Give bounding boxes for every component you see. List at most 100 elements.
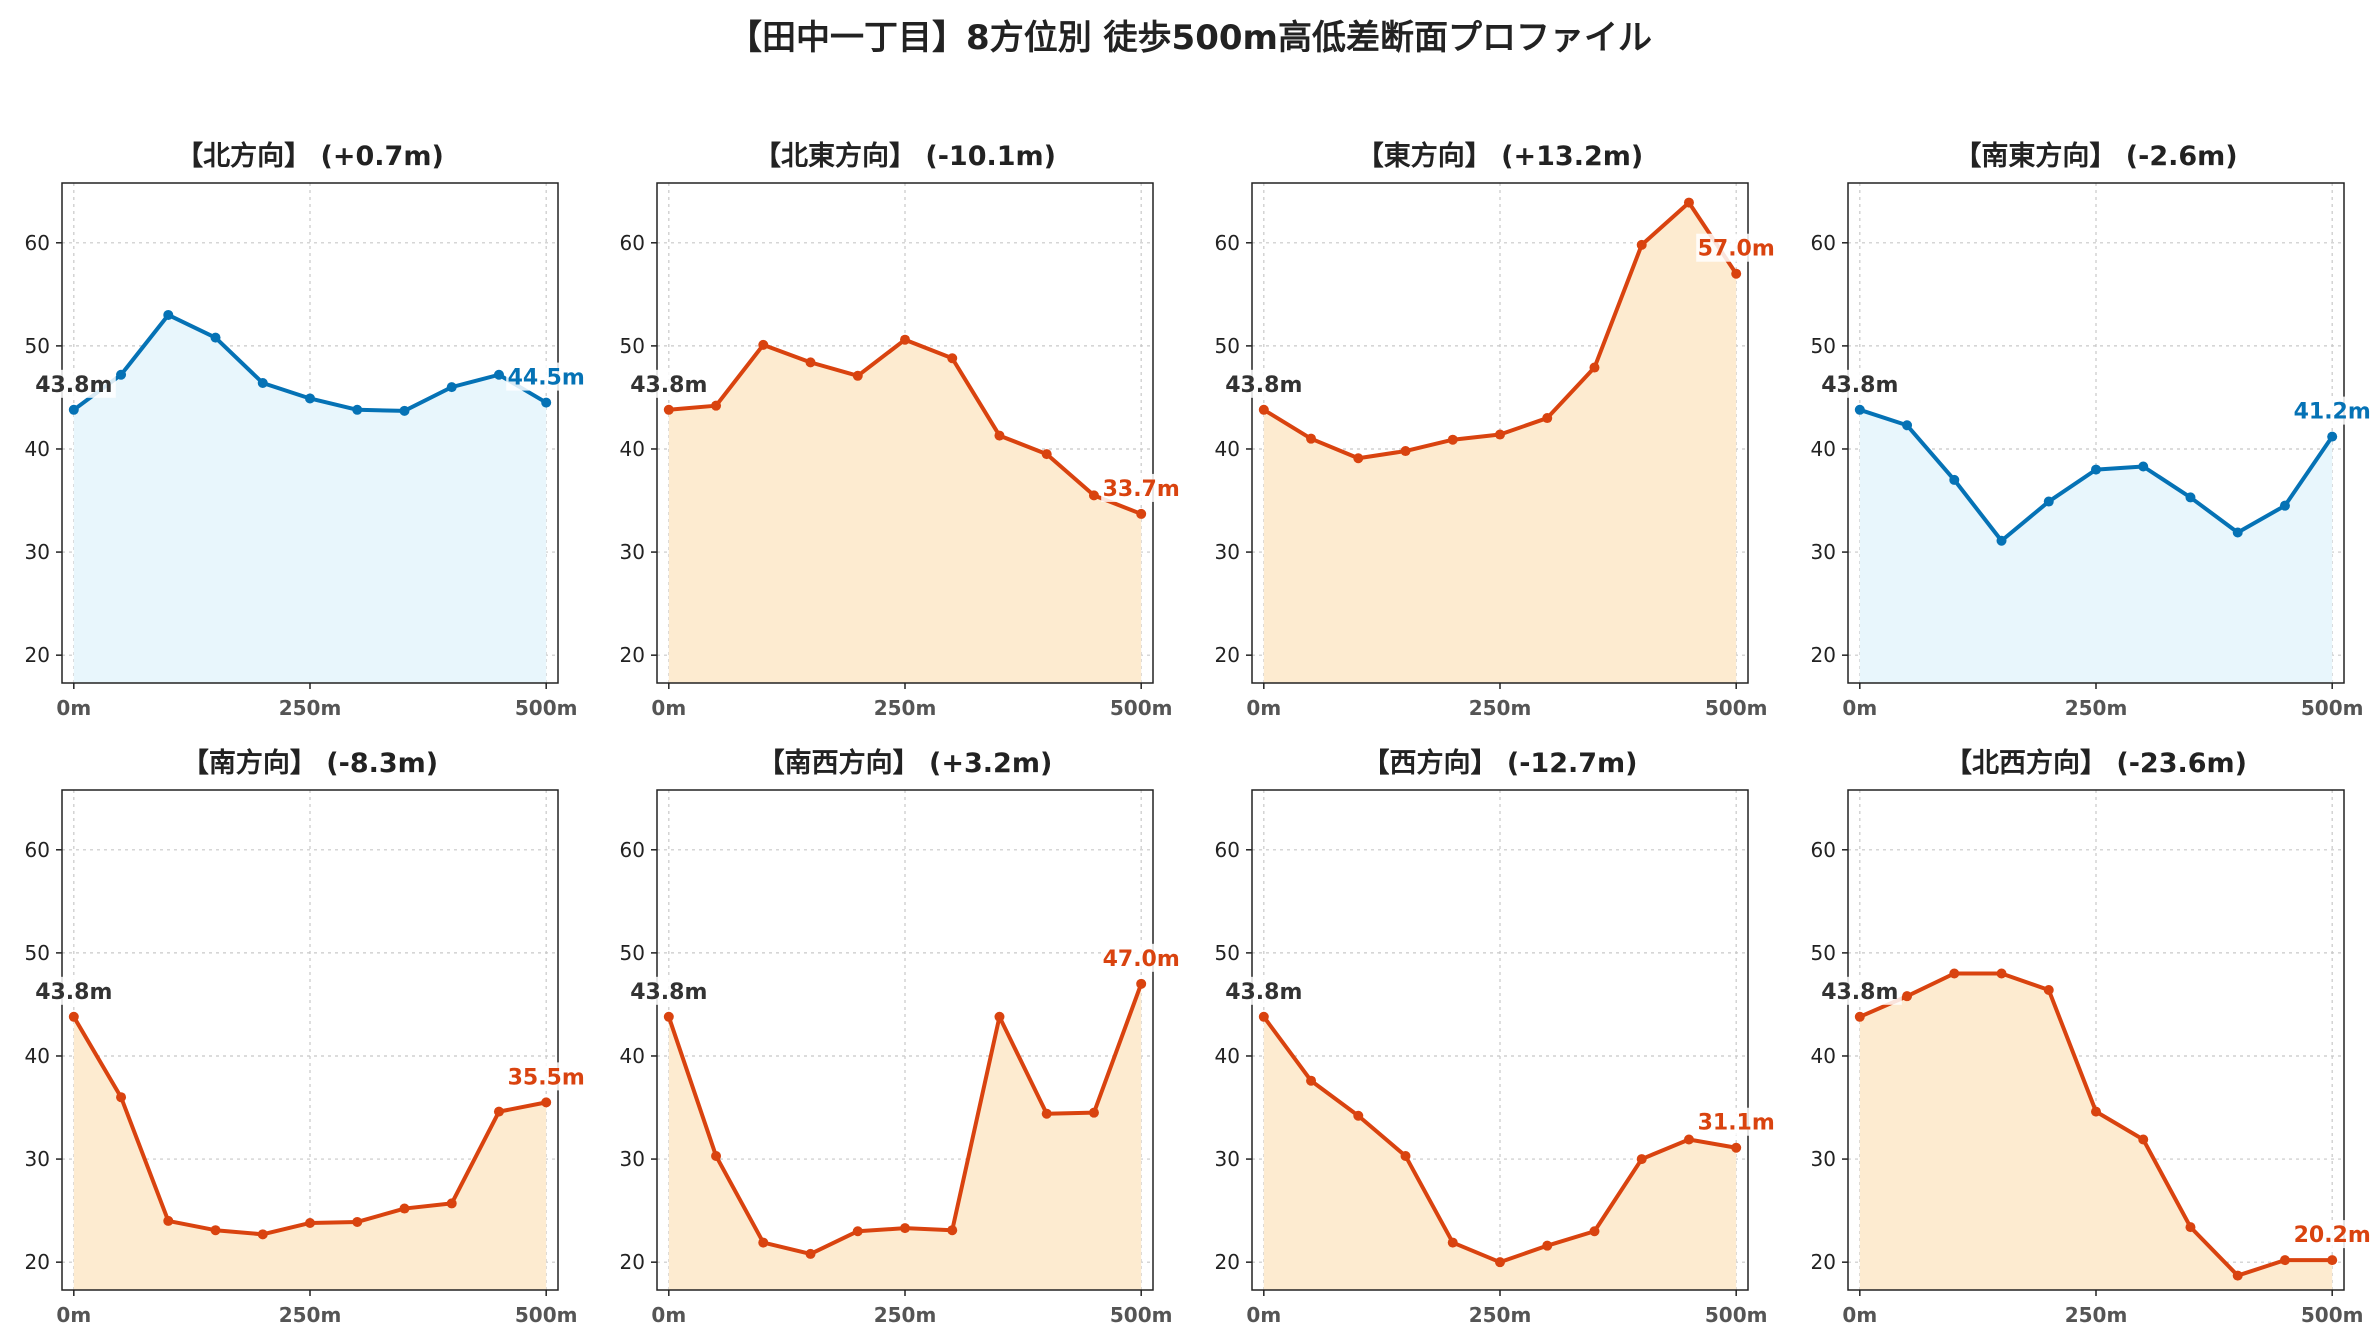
x-tick-label: 0m [1842, 1303, 1877, 1327]
data-point [1542, 1240, 1553, 1251]
x-tick-label: 500m [1110, 1303, 1173, 1327]
x-tick-label: 500m [1705, 696, 1768, 720]
y-tick-label: 30 [620, 540, 645, 564]
data-point [1731, 268, 1742, 279]
data-point [1854, 404, 1865, 415]
y-tick-label: 60 [620, 231, 645, 255]
end-label-bg [1696, 1107, 1779, 1136]
y-tick-label: 60 [25, 838, 50, 862]
data-point [852, 1226, 863, 1237]
data-point [2327, 1255, 2338, 1266]
x-tick-label: 250m [1469, 1303, 1532, 1327]
start-elevation-label: 43.8m [35, 373, 112, 398]
x-tick-label: 0m [1246, 1303, 1281, 1327]
data-point [541, 1097, 552, 1108]
chart-panel-8: 【北西方向】 (-23.6m) 20 30 40 50 60 0m 250m 500m 43.8m… [1811, 747, 2375, 1327]
x-tick-label: 0m [56, 1303, 91, 1327]
chart-panel-3: 【東方向】 (+13.2m) 20 30 40 50 60 0m 250m 500m 43.8m 5… [1215, 140, 1779, 720]
start-elevation-label: 43.8m [1821, 980, 1898, 1005]
y-tick-label: 60 [1215, 838, 1240, 862]
end-label-bg [506, 1062, 589, 1091]
data-point [1306, 1075, 1317, 1086]
data-point [1542, 413, 1553, 424]
x-tick-label: 0m [1842, 696, 1877, 720]
data-point [1306, 433, 1317, 444]
data-point [1088, 1107, 1099, 1118]
profile-area [668, 339, 1142, 683]
panel-title: 【南方向】 (-8.3m) [182, 747, 438, 779]
data-point [1495, 1257, 1505, 1268]
end-elevation-label: 35.5m [508, 1065, 585, 1090]
y-tick-label: 30 [1215, 540, 1240, 564]
y-tick-label: 40 [1215, 437, 1240, 461]
data-point [2043, 496, 2054, 507]
data-point [446, 382, 457, 393]
data-point [947, 353, 958, 364]
data-point [446, 1198, 457, 1209]
data-point [1495, 429, 1505, 440]
data-point [1636, 239, 1647, 250]
y-tick-label: 30 [25, 540, 50, 564]
y-tick-label: 30 [1215, 1147, 1240, 1171]
panel-title: 【南西方向】 (+3.2m) [758, 747, 1053, 779]
y-tick-label: 30 [1811, 540, 1836, 564]
y-tick-label: 40 [620, 1044, 645, 1068]
data-point [1589, 362, 1600, 373]
data-point [2185, 492, 2196, 503]
data-point [352, 404, 363, 415]
data-point [210, 332, 221, 343]
chart-panel-6: 【南西方向】 (+3.2m) 20 30 40 50 60 0m 250m 500m 43.8m 4… [620, 747, 1184, 1327]
data-point [1902, 420, 1913, 431]
data-point [2185, 1222, 2196, 1233]
panel-title: 【東方向】 (+13.2m) [1357, 140, 1643, 172]
y-tick-label: 20 [25, 643, 50, 667]
x-tick-label: 0m [56, 696, 91, 720]
data-point [1902, 991, 1913, 1002]
data-point [1996, 968, 2007, 979]
x-tick-label: 500m [1110, 696, 1173, 720]
data-point [711, 1150, 722, 1161]
data-point [1136, 508, 1147, 519]
data-point [305, 393, 315, 404]
y-tick-label: 50 [1215, 941, 1240, 965]
data-point [1447, 1237, 1458, 1248]
data-point [1949, 968, 1960, 979]
y-tick-label: 50 [1811, 334, 1836, 358]
data-point [493, 1106, 504, 1117]
data-point [116, 369, 127, 380]
data-point [1041, 449, 1052, 460]
data-point [1949, 474, 1960, 485]
data-point [257, 1229, 268, 1240]
data-point [1353, 453, 1364, 464]
data-point [493, 369, 504, 380]
data-point [163, 1215, 174, 1226]
data-point [1996, 535, 2007, 546]
x-tick-label: 0m [651, 696, 686, 720]
x-tick-label: 500m [2301, 696, 2364, 720]
y-tick-label: 40 [1811, 1044, 1836, 1068]
data-point [399, 405, 410, 416]
end-label-bg [1101, 473, 1184, 502]
data-point [711, 400, 722, 411]
y-tick-label: 30 [1811, 1147, 1836, 1171]
data-point [1636, 1154, 1647, 1165]
data-point [900, 334, 910, 345]
y-tick-label: 40 [620, 437, 645, 461]
data-point [758, 339, 769, 350]
x-tick-label: 0m [651, 1303, 686, 1327]
data-point [994, 1011, 1005, 1022]
x-tick-label: 250m [1469, 696, 1532, 720]
y-tick-label: 20 [1811, 643, 1836, 667]
x-tick-label: 0m [1246, 696, 1281, 720]
y-tick-label: 30 [25, 1147, 50, 1171]
start-label-bg [628, 976, 711, 1005]
data-point [1041, 1108, 1052, 1119]
data-point [2279, 1255, 2290, 1266]
data-point [1136, 978, 1147, 989]
x-tick-label: 500m [1705, 1303, 1768, 1327]
chart-panel-5: 【南方向】 (-8.3m) 20 30 40 50 60 0m 250m 500m 43.8m 35… [25, 747, 589, 1327]
data-point [1447, 434, 1458, 445]
x-tick-label: 250m [2065, 696, 2128, 720]
data-point [663, 404, 674, 415]
